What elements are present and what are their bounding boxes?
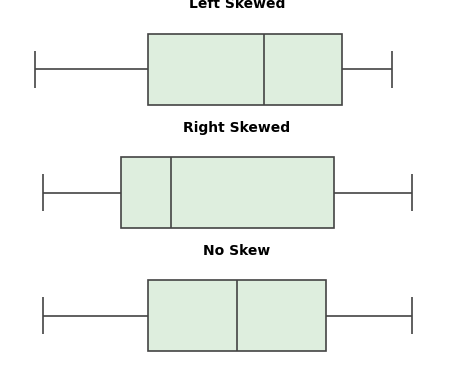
Title: No Skew: No Skew xyxy=(203,244,271,258)
Title: Right Skewed: Right Skewed xyxy=(183,121,291,135)
Bar xyxy=(148,34,342,105)
Bar xyxy=(148,280,326,351)
Bar xyxy=(121,157,334,228)
Title: Left Skewed: Left Skewed xyxy=(189,0,285,12)
